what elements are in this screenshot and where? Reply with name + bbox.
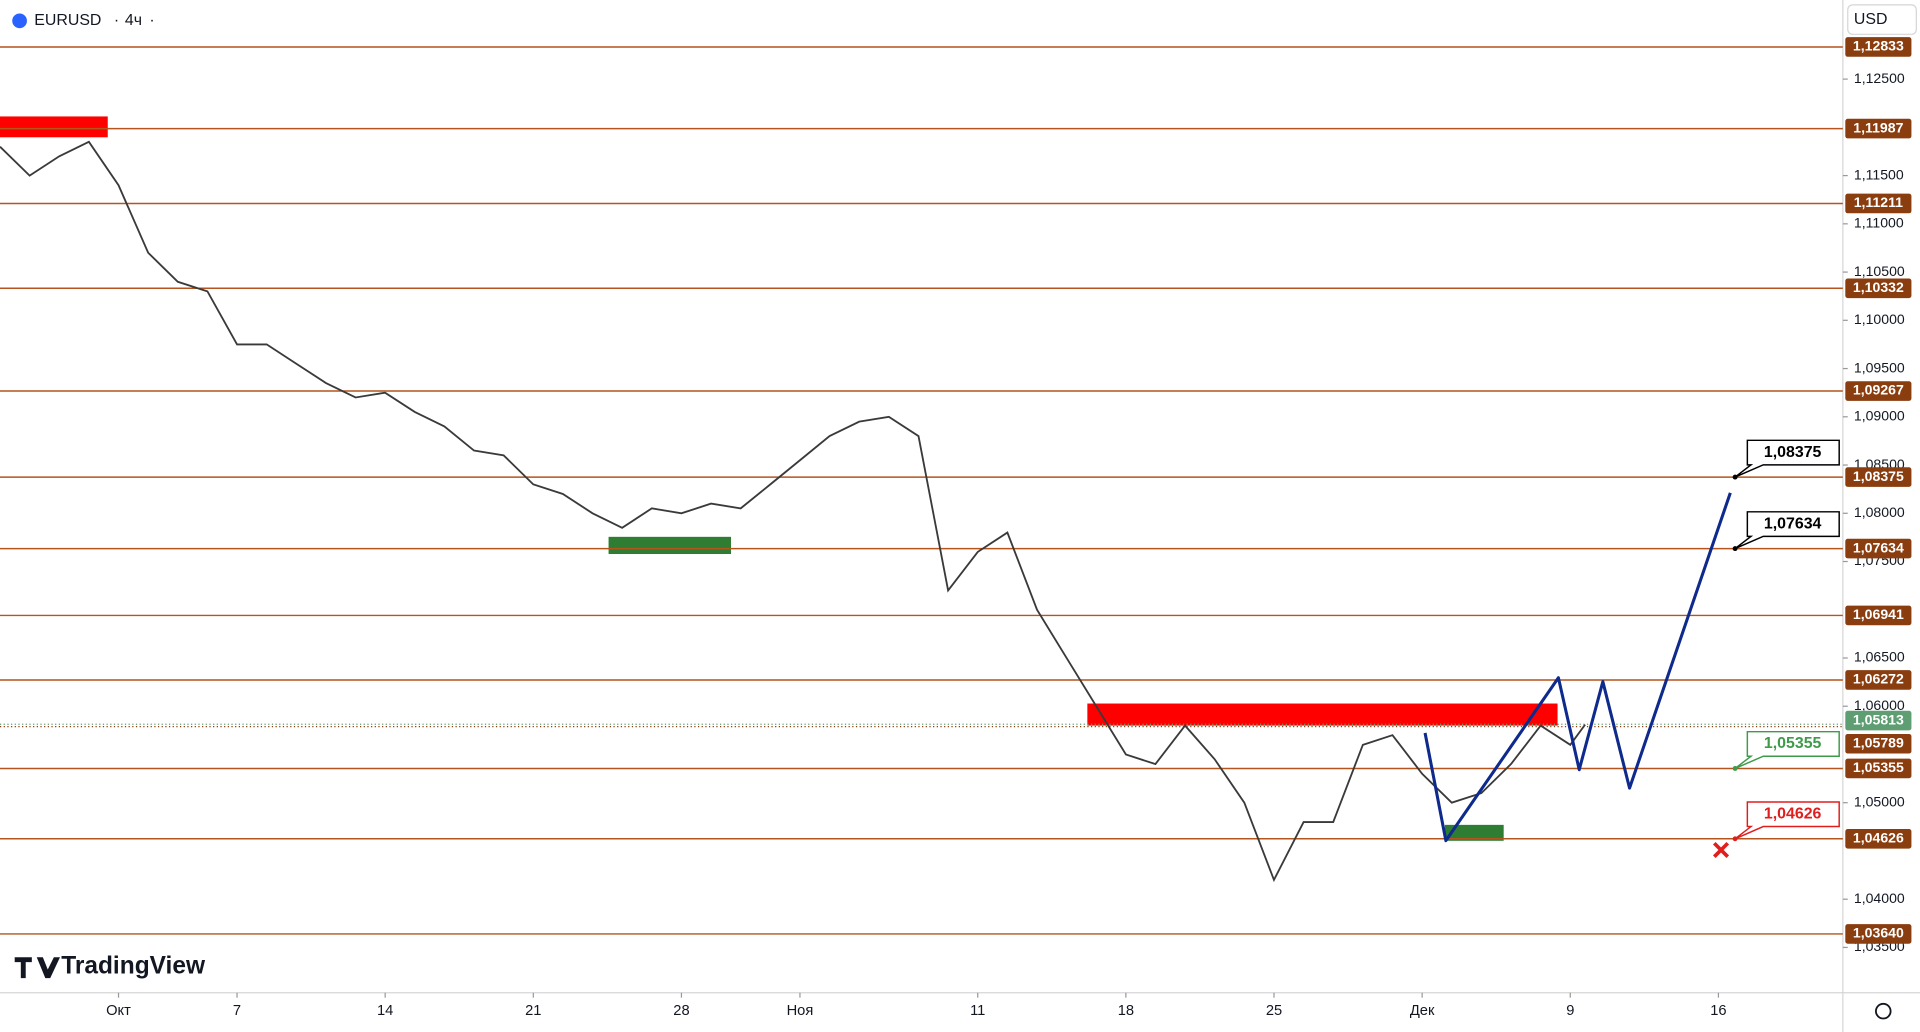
settings-button[interactable] xyxy=(1875,1002,1892,1020)
price-label-box xyxy=(1845,733,1912,754)
level-label-box xyxy=(1845,467,1912,487)
level-label-box xyxy=(1845,758,1912,779)
level-label: 1,12833 xyxy=(1853,38,1904,54)
y-tick-label: 1,08000 xyxy=(1854,504,1905,520)
symbol[interactable]: EURUSD xyxy=(34,12,101,29)
y-tick-label: 1,09000 xyxy=(1854,408,1905,424)
level-label: 1,03640 xyxy=(1853,925,1904,941)
currency[interactable]: USD xyxy=(1854,11,1888,28)
x-tick-label: Дек xyxy=(1410,1003,1435,1019)
supply-zone xyxy=(0,116,108,138)
y-tick-label: 1,10500 xyxy=(1854,263,1905,279)
currency-button[interactable] xyxy=(1847,4,1917,35)
level-label-box xyxy=(1845,605,1912,626)
level-label-box xyxy=(1845,118,1912,139)
demand-zone xyxy=(608,536,732,554)
level-label: 1,06272 xyxy=(1853,671,1904,687)
x-tick-label: 18 xyxy=(1118,1003,1134,1019)
x-tick-label: 9 xyxy=(1566,1003,1574,1019)
y-tick-label: 1,09500 xyxy=(1854,359,1905,375)
layout xyxy=(0,116,1730,859)
level-label: 1,11987 xyxy=(1853,119,1903,135)
level-label: 1,08375 xyxy=(1853,468,1904,484)
callout-label: 1,08375 xyxy=(1764,444,1822,461)
level-label-box xyxy=(1845,538,1912,559)
price-label-box xyxy=(1845,710,1912,731)
callout-label: 1,05355 xyxy=(1764,735,1822,752)
callout-box xyxy=(1734,511,1840,550)
stop-cross xyxy=(1712,841,1730,859)
x-tick-label: Ноя xyxy=(787,1003,814,1019)
callout-box xyxy=(1734,801,1840,840)
level-label: 1,07634 xyxy=(1853,539,1904,555)
separator: · xyxy=(114,12,119,29)
supply-zone xyxy=(1087,703,1558,726)
y-tick-label: 1,10000 xyxy=(1854,311,1905,327)
y-tick-label: 1,04000 xyxy=(1854,890,1905,906)
level-label-box xyxy=(1845,670,1912,690)
level-label: 1,11211 xyxy=(1854,194,1903,210)
level-label-box xyxy=(1845,381,1912,401)
level-label: 1,10332 xyxy=(1853,279,1904,295)
y-tick-label: 1,06000 xyxy=(1854,697,1905,713)
level-label-box xyxy=(1845,828,1912,849)
callout-box xyxy=(1734,730,1840,770)
symbol-icon xyxy=(12,13,27,29)
level-label: 1,04626 xyxy=(1853,830,1904,846)
level-label-box xyxy=(1845,278,1912,299)
demand-zone xyxy=(1444,824,1504,841)
level-label-box xyxy=(1845,924,1912,944)
level-label: 1,05355 xyxy=(1853,759,1904,775)
level-label-box xyxy=(1845,37,1912,57)
x-tick-label: 11 xyxy=(970,1003,985,1019)
level-label: 1,06941 xyxy=(1853,606,1904,622)
y-tick-label: 1,05000 xyxy=(1854,793,1905,809)
callout-label: 1,07634 xyxy=(1764,515,1822,532)
x-tick-label: Окт xyxy=(106,1003,131,1019)
callout-box xyxy=(1734,439,1840,478)
separator: · xyxy=(149,12,154,29)
y-tick-label: 1,11500 xyxy=(1854,166,1904,182)
x-tick-label: 28 xyxy=(673,1003,689,1019)
callout-label: 1,04626 xyxy=(1764,805,1822,822)
level-label-box xyxy=(1845,193,1912,214)
interval[interactable]: 4ч xyxy=(125,12,142,29)
y-tick-label: 1,11000 xyxy=(1854,215,1904,231)
x-tick-label: 7 xyxy=(233,1003,241,1019)
logo-mark xyxy=(14,957,60,979)
x-tick-label: 25 xyxy=(1266,1003,1282,1019)
price-label: 1,05789 xyxy=(1853,734,1904,750)
x-tick-label: 16 xyxy=(1710,1003,1726,1019)
logo: TradingView xyxy=(61,953,206,980)
projection-path xyxy=(1423,492,1732,843)
x-tick-label: 14 xyxy=(377,1003,393,1019)
price-label: 1,05813 xyxy=(1853,711,1904,727)
y-tick-label: 1,06500 xyxy=(1854,649,1905,665)
level-label: 1,09267 xyxy=(1853,382,1904,398)
x-tick-label: 21 xyxy=(525,1003,541,1019)
y-tick-label: 1,12500 xyxy=(1854,70,1905,86)
price-line-series xyxy=(0,140,1586,883)
